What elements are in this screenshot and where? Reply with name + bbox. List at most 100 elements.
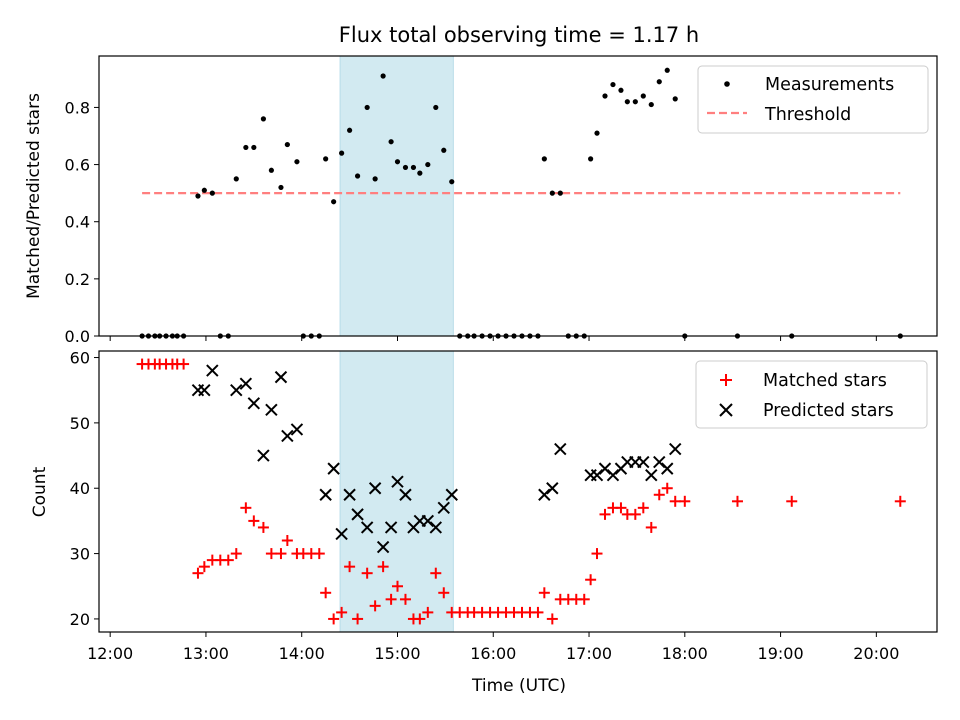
y-tick-label: 30 [70, 545, 90, 564]
measurement-point [640, 93, 646, 99]
measurement-point [388, 139, 394, 145]
legend-label-threshold: Threshold [764, 105, 851, 125]
matched-star-points [136, 358, 906, 625]
matched-star-point [585, 574, 597, 586]
predicted-star-point [661, 462, 674, 475]
legend-label-measurements: Measurements [765, 75, 894, 95]
matched-star-point [599, 508, 611, 520]
measurement-point [323, 156, 329, 162]
measurement-point [331, 199, 337, 205]
predicted-star-point [391, 475, 404, 488]
matched-star-point [679, 495, 691, 507]
matched-star-point [361, 567, 373, 579]
predicted-star-point [445, 488, 458, 501]
predicted-star-points [191, 364, 682, 554]
measurement-point [372, 176, 378, 182]
measurement-point [339, 150, 345, 156]
measurement-points [139, 67, 903, 339]
x-tick-label: 20:00 [853, 644, 899, 663]
measurement-point [251, 144, 257, 151]
matched-star-point [240, 502, 252, 514]
observing-window-span [339, 55, 454, 337]
x-tick-label: 15:00 [374, 644, 420, 663]
predicted-star-point [319, 488, 332, 501]
matched-star-point [178, 358, 190, 370]
y-tick-label: 0.8 [65, 98, 90, 117]
matched-star-point [391, 580, 403, 592]
y-tick-label: 0.2 [65, 270, 90, 289]
predicted-star-point [265, 403, 278, 417]
legend-marker-predicted [719, 403, 733, 417]
predicted-star-point [247, 397, 261, 410]
matched-star-point [352, 613, 364, 625]
measurement-point [672, 96, 678, 102]
matched-star-point [615, 502, 627, 514]
y-tick-label: 50 [70, 414, 90, 433]
predicted-star-point [335, 527, 348, 541]
matched-star-point [661, 482, 673, 494]
predicted-star-point [343, 488, 356, 501]
predicted-star-point [399, 488, 412, 501]
x-tick-label: 18:00 [662, 644, 708, 663]
count-legend: Matched stars Predicted stars [695, 360, 928, 429]
x-axis-label: Time (UTC) [471, 676, 566, 696]
legend-label-predicted: Predicted stars [763, 401, 894, 421]
measurement-point [243, 144, 249, 151]
legend-label-matched: Matched stars [763, 371, 887, 391]
matched-star-point [399, 593, 411, 605]
matched-star-point [414, 613, 426, 625]
predicted-star-point [327, 462, 340, 475]
x-tick-label: 16:00 [470, 644, 516, 663]
measurement-point [347, 127, 353, 133]
measurement-point [410, 164, 417, 171]
measurement-point [549, 190, 555, 196]
measurement-point [268, 167, 274, 173]
y-tick-label: 20 [70, 610, 90, 629]
y-tick-label: 60 [70, 349, 90, 368]
matched-star-point [369, 600, 381, 612]
x-tick-label: 13:00 [183, 644, 229, 663]
matched-star-point [192, 567, 204, 579]
predicted-star-point [239, 377, 253, 390]
ratio-x-ticks [109, 336, 877, 341]
predicted-star-point [206, 364, 219, 377]
predicted-star-point [669, 442, 682, 456]
measurement-point [417, 170, 423, 176]
measurement-point [195, 193, 201, 199]
predicted-star-point [376, 540, 390, 554]
matched-star-point [546, 613, 558, 625]
predicted-star-point [290, 423, 304, 436]
matched-star-point [257, 521, 269, 533]
measurement-point [260, 116, 267, 122]
matched-star-point [731, 495, 743, 507]
measurement-point [664, 67, 670, 73]
matched-star-point [230, 548, 242, 560]
predicted-star-point [429, 521, 443, 534]
matched-star-point [313, 548, 325, 560]
matched-star-point [275, 548, 287, 560]
highlight-span [339, 55, 454, 337]
matched-star-point [430, 567, 442, 579]
ratio-legend: Measurements Threshold [697, 65, 929, 134]
ratio-legend-box [697, 65, 929, 134]
predicted-star-point [606, 468, 620, 482]
predicted-star-point [257, 449, 270, 462]
predicted-star-point [198, 384, 211, 397]
y-tick-label: 0.0 [65, 327, 90, 346]
matched-star-point [532, 606, 544, 618]
x-tick-label: 17:00 [566, 644, 612, 663]
predicted-star-point [230, 384, 243, 397]
matched-star-point [645, 521, 657, 533]
matched-star-point [320, 587, 332, 599]
count-legend-box [695, 360, 928, 429]
measurement-point [364, 104, 370, 111]
measurement-point [618, 87, 624, 93]
measurement-point [233, 176, 239, 182]
legend-marker-matched [720, 374, 732, 386]
matched-star-point [438, 587, 450, 599]
measurement-point [380, 73, 386, 79]
measurement-point [648, 101, 654, 108]
ratio-y-axis-label: Matched/Predicted stars [24, 93, 44, 299]
ratio-panel-frame [98, 55, 938, 337]
ratio-y-axis: 0.0 0.2 0.4 0.6 0.8 [65, 98, 99, 346]
